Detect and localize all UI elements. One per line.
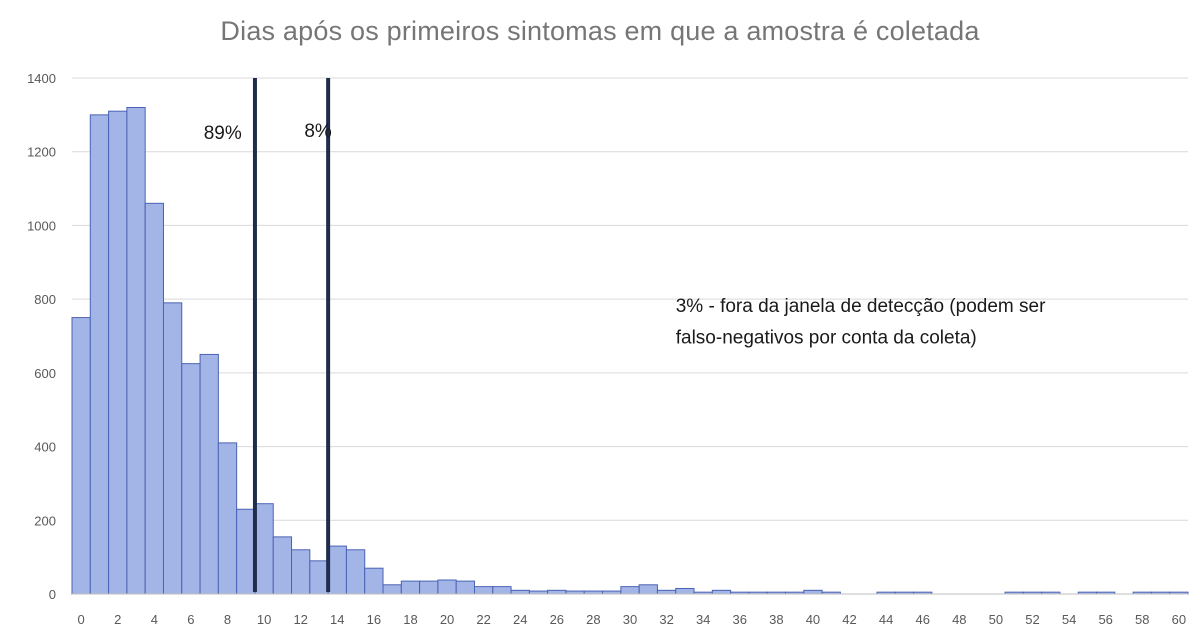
bar [291, 549, 311, 595]
x-tick-label: 34 [696, 612, 710, 627]
y-tick-label: 800 [34, 292, 56, 307]
x-tick-label: 40 [806, 612, 820, 627]
x-tick-label: 10 [257, 612, 271, 627]
bar [199, 353, 219, 595]
x-tick-label: 22 [476, 612, 490, 627]
x-tick-label: 28 [586, 612, 600, 627]
y-tick-label: 400 [34, 440, 56, 455]
bar [126, 106, 146, 595]
x-tick-label: 6 [187, 612, 194, 627]
bar [382, 584, 402, 595]
bar [181, 363, 201, 595]
annotation-pct-89: 89% [204, 123, 242, 144]
bar [711, 589, 732, 595]
x-tick-label: 18 [403, 612, 417, 627]
bar [675, 587, 695, 595]
x-tick-label: 56 [1098, 612, 1112, 627]
bar [71, 317, 91, 595]
x-tick-label: 36 [733, 612, 747, 627]
y-tick-label: 1000 [27, 218, 56, 233]
y-tick-label: 1200 [27, 145, 56, 160]
bar [510, 589, 530, 595]
x-tick-label: 20 [440, 612, 454, 627]
bar [144, 202, 164, 595]
bar [419, 580, 439, 595]
bar [638, 584, 658, 595]
x-tick-label: 12 [293, 612, 307, 627]
y-tick-label: 0 [49, 587, 56, 602]
annotation-note-line2: falso-negativos por conta da coleta) [676, 327, 977, 348]
x-tick-label: 2 [114, 612, 121, 627]
x-tick-label: 48 [952, 612, 966, 627]
x-tick-label: 52 [1025, 612, 1039, 627]
x-tick-label: 54 [1062, 612, 1076, 627]
bar [620, 586, 640, 595]
x-tick-label: 38 [769, 612, 783, 627]
y-tick-label: 600 [34, 366, 56, 381]
x-tick-label: 4 [151, 612, 158, 627]
x-tick-label: 24 [513, 612, 527, 627]
bar [254, 503, 274, 595]
bar [400, 580, 421, 595]
x-tick-label: 30 [623, 612, 637, 627]
bar [656, 589, 677, 595]
chart-title: Dias após os primeiros sintomas em que a… [220, 16, 980, 46]
bar [327, 545, 347, 595]
bar [473, 586, 494, 595]
bar [547, 589, 567, 595]
x-tick-label: 8 [224, 612, 231, 627]
x-tick-label: 44 [879, 612, 893, 627]
x-tick-label: 60 [1172, 612, 1186, 627]
x-tick-label: 14 [330, 612, 344, 627]
x-tick-label: 58 [1135, 612, 1149, 627]
y-tick-label: 200 [34, 513, 56, 528]
bar [437, 579, 457, 595]
x-tick-label: 32 [659, 612, 673, 627]
x-tick-label: 46 [915, 612, 929, 627]
bar [89, 114, 110, 595]
bar [345, 549, 366, 595]
y-tick-label: 1400 [27, 71, 56, 86]
x-tick-label: 26 [550, 612, 564, 627]
bar [364, 567, 384, 595]
x-tick-label: 42 [842, 612, 856, 627]
x-tick-label: 50 [989, 612, 1003, 627]
x-tick-label: 16 [367, 612, 381, 627]
bar [236, 508, 256, 595]
bar [803, 589, 823, 595]
bar [217, 442, 238, 595]
bar [455, 580, 475, 595]
bar [162, 302, 183, 595]
bar [272, 536, 293, 595]
x-tick-label: 0 [78, 612, 85, 627]
annotation-pct-8: 8% [304, 121, 332, 142]
bar [492, 586, 512, 595]
annotation-note-line1: 3% - fora da janela de detecção (podem s… [676, 296, 1046, 317]
bar [108, 110, 128, 595]
bar [309, 560, 329, 595]
